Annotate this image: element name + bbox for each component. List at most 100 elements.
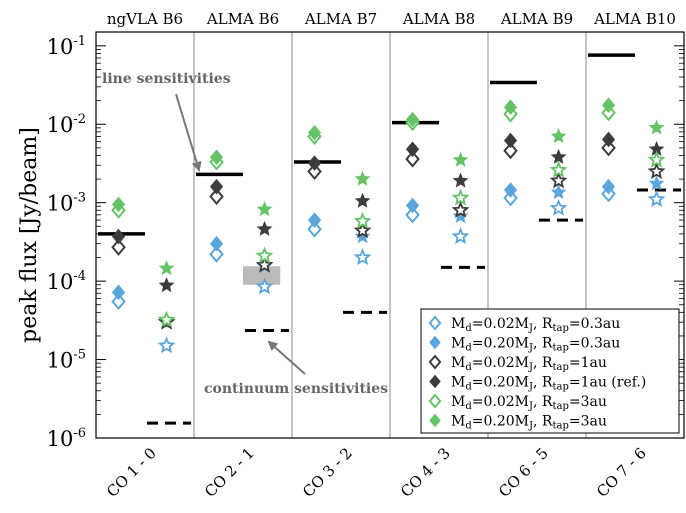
data-point-diamond [111,238,126,256]
band-label: ALMA B9 [500,10,573,28]
legend-marker [429,335,441,350]
data-point-star [647,190,666,207]
data-point-star [452,151,469,167]
data-point-star [353,248,372,266]
ytick-label: 10-2 [47,112,86,137]
data-point-star [550,148,567,164]
data-point-diamond [209,178,224,195]
data-point-diamond [209,149,224,165]
data-point-star [157,310,176,328]
y-axis-label: peak flux [Jy/beam] [17,127,42,343]
data-point-diamond [405,206,420,224]
data-point-star [158,277,175,293]
legend-entry: Md=0.02MJ, Rtap=3au [451,394,607,412]
continuum-shading [243,266,281,285]
legend-marker [428,393,442,409]
data-point-diamond [209,245,224,263]
x-tick-label: CO 7 - 6 [593,444,650,501]
data-point-diamond [209,235,224,252]
data-point-diamond [503,142,518,160]
annotations: line sensitivities continuum sensitivitie… [102,71,388,397]
data-point-star [353,211,372,229]
data-point-diamond [307,155,322,171]
data-point-star [550,128,567,144]
data-point-star [451,227,470,245]
ytick-label: 10-6 [47,426,86,451]
ytick-label: 10-1 [47,34,86,59]
legend-marker [429,374,441,389]
data-point-star [256,220,273,236]
band-label: ALMA B8 [402,10,475,28]
data-point-diamond [307,220,322,238]
data-point-diamond [601,97,616,113]
legend-entry: Md=0.20MJ, Rtap=3au [451,414,607,432]
data-point-diamond [503,132,518,149]
x-tick-label: CO 4 - 3 [397,444,454,501]
legend-entry: Md=0.02MJ, Rtap=1au [451,355,607,373]
plot-frame [95,31,685,439]
band-label: ngVLA B6 [107,10,183,28]
legend-entry: Md=0.20MJ, Rtap=0.3au [451,336,620,354]
data-point-diamond [111,228,126,245]
data-point-diamond [601,178,616,195]
data-point-diamond [111,292,126,311]
band-label: ALMA B6 [206,10,279,28]
data-point-star [354,228,371,244]
data-point-star [452,208,469,224]
data-point-diamond [209,187,224,206]
legend-box [420,308,680,434]
data-point-diamond [405,150,420,168]
data-point-star [549,198,568,216]
data-point-star [157,336,176,354]
data-point-diamond [405,111,420,128]
data-point-star [255,246,274,264]
data-point-diamond [111,196,126,213]
data-point-diamond [503,99,518,115]
band-label: ALMA B7 [304,10,377,28]
data-point-star [648,175,665,191]
annotation-line-sensitivities: line sensitivities [102,71,231,87]
data-point-diamond [503,182,518,198]
data-point-star [255,277,274,295]
data-point-star [158,260,175,276]
data-point-diamond [405,141,420,158]
band-label: ALMA B10 [593,10,676,28]
data-point-star [451,188,470,206]
data-point-diamond [307,162,322,181]
data-point-star [451,200,470,218]
data-point-star [550,184,567,200]
data-point-star [648,119,665,135]
data-points [111,97,666,354]
data-point-star [452,172,469,188]
legend-marker [428,354,442,370]
data-point-diamond [307,124,322,141]
legend-entry: Md=0.02MJ, Rtap=0.3au [451,316,620,334]
ytick-label: 10-4 [47,269,86,294]
data-point-diamond [503,189,518,207]
legend-entry: Md=0.20MJ, Rtap=1au (ref.) [451,375,646,393]
shading-layer [243,266,281,285]
legend-marker [428,315,442,331]
data-point-star [549,171,568,189]
data-point-star [549,160,568,178]
x-tick-label: CO 6 - 5 [495,444,552,501]
data-point-star [256,201,273,217]
data-point-star [354,192,371,208]
data-point-diamond [405,197,420,214]
annotation-arrow [267,340,306,375]
data-point-star [647,162,666,180]
data-point-diamond [601,131,616,148]
data-point-star [354,170,371,186]
ytick-label: 10-3 [47,191,86,216]
ytick-label: 10-5 [47,348,86,373]
x-tick-label: CO 3 - 2 [299,444,356,501]
data-point-diamond [601,139,616,157]
x-tick-label: CO 2 - 1 [201,444,258,501]
annotation-arrow [175,93,202,172]
annotation-continuum-sensitivities: continuum sensitivities [204,381,388,397]
x-tick-label: CO 1 - 0 [103,444,160,501]
data-point-diamond [111,284,126,301]
legend: Md=0.02MJ, Rtap=0.3au Md=0.20MJ, Rtap=0.3… [420,308,680,434]
data-point-star [647,150,666,168]
